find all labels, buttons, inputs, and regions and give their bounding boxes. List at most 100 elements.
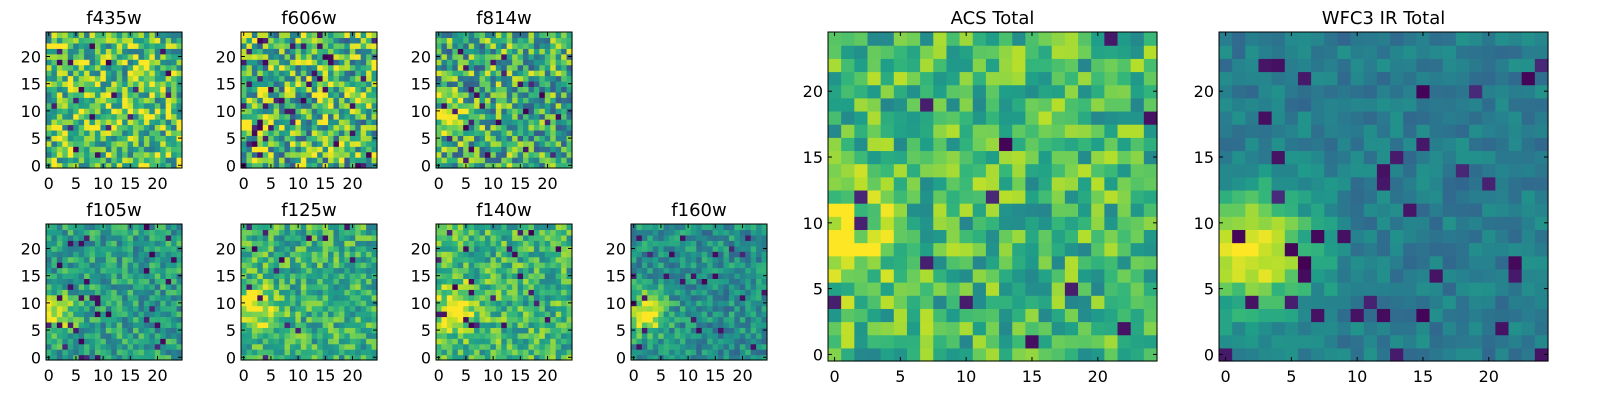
heatmap-cell <box>739 338 746 345</box>
heatmap-cell <box>246 338 253 345</box>
heatmap-cell <box>360 343 367 350</box>
heatmap-cell <box>338 316 345 323</box>
heatmap-cell <box>328 283 335 290</box>
heatmap-cell <box>479 162 486 169</box>
heatmap-cell <box>344 151 351 158</box>
heatmap-cell <box>311 240 318 247</box>
heatmap-cell <box>690 316 697 323</box>
heatmap-cell <box>122 354 129 361</box>
heatmap-cell <box>84 64 91 71</box>
heatmap-cell <box>1143 255 1158 270</box>
heatmap-cell <box>154 229 161 236</box>
heatmap-cell <box>67 119 74 126</box>
heatmap-cell <box>154 102 161 109</box>
heatmap-cell <box>289 135 296 142</box>
heatmap-cell <box>479 294 486 301</box>
heatmap-cell <box>652 240 659 247</box>
heatmap-cell <box>484 135 491 142</box>
heatmap-cell <box>371 119 378 126</box>
heatmap-cell <box>484 272 491 279</box>
heatmap-cell <box>133 32 140 39</box>
heatmap-cell <box>658 278 665 285</box>
heatmap-cell <box>56 97 63 104</box>
heatmap-cell <box>631 278 638 285</box>
heatmap-cell <box>841 189 855 204</box>
heatmap-cell <box>544 262 551 269</box>
heatmap-cell <box>555 129 562 136</box>
heatmap-cell <box>56 343 63 350</box>
heatmap-cell <box>246 283 253 290</box>
axes-frame <box>240 31 378 169</box>
heatmap-cell <box>495 70 502 77</box>
heatmap-cell <box>338 108 345 115</box>
heatmap-cell <box>149 262 156 269</box>
heatmap-cell <box>51 305 58 312</box>
heatmap-cell <box>1064 216 1079 230</box>
heatmap-cell <box>62 327 69 334</box>
heatmap-cell <box>328 86 335 93</box>
heatmap-cell <box>972 321 987 336</box>
heatmap-cell <box>734 229 741 236</box>
heatmap-cell <box>127 240 134 247</box>
heatmap-cell <box>279 245 286 252</box>
heatmap-cell <box>257 240 264 247</box>
heatmap-cell <box>517 311 524 318</box>
heatmap-cell <box>51 53 58 60</box>
heatmap-cell <box>284 75 291 82</box>
heatmap-cell <box>696 240 703 247</box>
heatmap-cell <box>1064 242 1079 257</box>
heatmap-cell <box>441 327 448 334</box>
heatmap-cell <box>360 48 367 55</box>
heatmap-cell <box>273 42 280 49</box>
heatmap-cell <box>495 262 502 269</box>
heatmap-cell <box>51 113 58 120</box>
heatmap-cell <box>631 305 638 312</box>
x-tick-label: 10 <box>483 366 503 385</box>
heatmap-cell <box>100 338 107 345</box>
heatmap-cell <box>1091 163 1105 178</box>
heatmap-cell <box>306 124 313 131</box>
heatmap-cell <box>669 272 676 279</box>
heatmap-cell <box>73 262 80 269</box>
heatmap-cell <box>652 321 659 328</box>
heatmap-cell <box>959 229 974 244</box>
heatmap-cell <box>457 338 464 345</box>
heatmap-cell <box>333 42 340 49</box>
heatmap-cell <box>555 108 562 115</box>
heatmap-cell <box>338 86 345 93</box>
heatmap-cell <box>457 59 464 66</box>
heatmap-cell <box>333 343 340 350</box>
heatmap-cell <box>690 321 697 328</box>
heatmap-cell <box>669 234 676 241</box>
heatmap-cell <box>289 157 296 164</box>
heatmap-cell <box>517 102 524 109</box>
heatmap-cell <box>484 64 491 71</box>
heatmap-cell <box>756 354 763 361</box>
heatmap-cell <box>328 289 335 296</box>
heatmap-cell <box>452 32 459 39</box>
heatmap-cell <box>1038 176 1053 191</box>
heatmap-cell <box>701 240 708 247</box>
heatmap-cell <box>495 42 502 49</box>
heatmap-cell <box>436 267 443 274</box>
heatmap-cell <box>647 316 654 323</box>
heatmap-cell <box>523 294 530 301</box>
heatmap-cell <box>512 32 519 39</box>
heatmap-cell <box>300 80 307 87</box>
heatmap-cell <box>78 86 85 93</box>
heatmap-cell <box>679 245 686 252</box>
heatmap-cell <box>344 251 351 258</box>
heatmap-cell <box>550 151 557 158</box>
heatmap-cell <box>756 272 763 279</box>
heatmap-cell <box>138 124 145 131</box>
heatmap-cell <box>457 251 464 258</box>
heatmap-cell <box>544 245 551 252</box>
heatmap-cell <box>56 124 63 131</box>
heatmap-cell <box>474 316 481 323</box>
heatmap-cell <box>631 256 638 263</box>
heatmap-cell <box>495 321 502 328</box>
heatmap-cell <box>149 48 156 55</box>
heatmap-cell <box>707 262 714 269</box>
heatmap-cell <box>718 229 725 236</box>
